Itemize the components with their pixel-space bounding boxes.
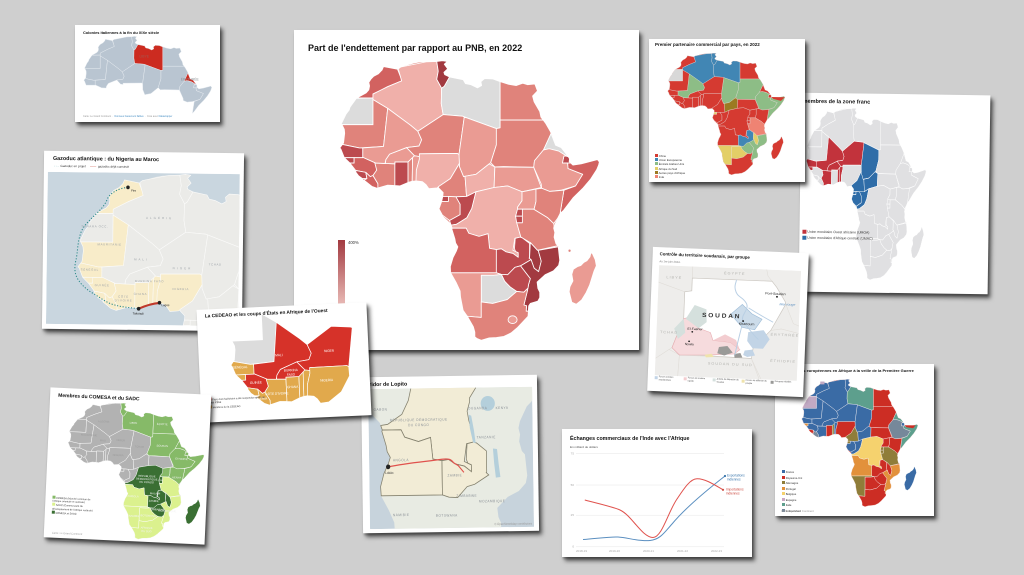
svg-text:DU SUD: DU SUD (141, 529, 152, 533)
svg-text:El-Fasher: El-Fasher (687, 327, 703, 331)
svg-text:BOTSWANA: BOTSWANA (141, 513, 157, 518)
svg-text:25: 25 (571, 513, 575, 517)
svg-text:2018-19: 2018-19 (576, 549, 587, 553)
svg-text:MOZAMBIQUE: MOZAMBIQUE (158, 508, 177, 513)
svg-text:2022-23: 2022-23 (711, 549, 722, 553)
svg-text:MALI: MALI (275, 353, 283, 357)
svg-text:TCHAD: TCHAD (209, 262, 222, 266)
svg-text:MOZAMBIQUE: MOZAMBIQUE (479, 499, 506, 504)
svg-text:TCHAD: TCHAD (135, 444, 144, 448)
svg-text:SOUDAN DU SUD: SOUDAN DU SUD (708, 362, 753, 368)
svg-text:KENYA: KENYA (496, 406, 509, 410)
svg-text:A L G É R I E: A L G É R I E (146, 215, 172, 220)
svg-text:75: 75 (571, 452, 575, 456)
svg-text:ZIMBABWE: ZIMBABWE (456, 494, 477, 499)
svg-text:GUINÉE: GUINÉE (95, 282, 110, 287)
svg-text:CÔTE D'IVOIRE: CÔTE D'IVOIRE (265, 390, 289, 396)
svg-text:MAURITANIE: MAURITANIE (98, 242, 122, 246)
svg-text:ÉGYPTE: ÉGYPTE (157, 421, 168, 426)
svg-text:2021-22: 2021-22 (677, 549, 688, 553)
svg-text:Mer rouge: Mer rouge (779, 302, 795, 306)
svg-text:ÉGYPTE: ÉGYPTE (724, 270, 746, 276)
svg-text:MALAWI: MALAWI (150, 491, 161, 495)
svg-text:NIGER: NIGER (324, 349, 335, 354)
svg-text:SÉNÉGAL: SÉNÉGAL (233, 364, 248, 370)
svg-text:2019-20: 2019-20 (609, 549, 620, 553)
svg-text:Fès: Fès (131, 189, 136, 193)
svg-text:NIGER: NIGER (116, 438, 125, 442)
svg-text:KENYA: KENYA (172, 475, 181, 479)
svg-text:DU CONGO: DU CONGO (139, 480, 154, 485)
svg-text:Khartoum: Khartoum (739, 322, 755, 326)
svg-text:MAURITANIE: MAURITANIE (81, 433, 98, 438)
svg-text:ZAMBIE: ZAMBIE (447, 473, 462, 477)
svg-text:BOTSWANA: BOTSWANA (436, 513, 458, 518)
svg-text:GHANA: GHANA (287, 385, 299, 390)
svg-text:BURKINAFASO: BURKINAFASO (284, 368, 299, 377)
svg-text:AFRIQUE: AFRIQUE (141, 526, 153, 530)
svg-text:NAMIBIE: NAMIBIE (393, 513, 410, 517)
svg-text:ÉRYTHRÉE: ÉRYTHRÉE (181, 76, 200, 81)
svg-text:ÉTHIOPIE: ÉTHIOPIE (770, 358, 796, 364)
svg-text:TANZANIE: TANZANIE (477, 435, 497, 440)
svg-text:M A L I: M A L I (134, 257, 147, 261)
svg-text:Lobito: Lobito (385, 471, 393, 475)
svg-text:ZAMBIE: ZAMBIE (149, 499, 159, 503)
svg-text:GABON: GABON (374, 407, 388, 411)
svg-text:SOUDAN: SOUDAN (702, 312, 742, 320)
svg-text:LIBYE: LIBYE (140, 54, 150, 58)
svg-text:DU CONGO: DU CONGO (408, 423, 429, 428)
svg-text:400%: 400% (348, 240, 359, 245)
svg-text:RÉPUBLIQUE DÉMOCRATIQUE: RÉPUBLIQUE DÉMOCRATIQUE (390, 416, 448, 422)
svg-text:LIBERIA: LIBERIA (255, 396, 268, 401)
svg-text:NIGERIA: NIGERIA (320, 378, 334, 383)
svg-text:SÉNÉGAL: SÉNÉGAL (81, 266, 99, 271)
svg-text:SOUDAN: SOUDAN (156, 444, 168, 448)
svg-text:NIGERIA: NIGERIA (173, 287, 190, 291)
svg-text:NIGERIA: NIGERIA (113, 453, 124, 457)
svg-text:ANGOLA: ANGOLA (128, 494, 140, 498)
svg-text:LIBYE: LIBYE (666, 275, 682, 279)
svg-text:CÔTE: CÔTE (118, 294, 129, 299)
svg-text:MALI: MALI (100, 438, 107, 442)
svg-text:BURKINA FASO: BURKINA FASO (135, 279, 164, 283)
svg-text:Takoradi: Takoradi (133, 311, 144, 315)
svg-text:OUGANDA: OUGANDA (468, 406, 488, 411)
svg-text:0: 0 (572, 545, 574, 549)
svg-text:N I G E R: N I G E R (173, 266, 191, 270)
svg-text:ALGÉRIE: ALGÉRIE (98, 418, 110, 423)
svg-text:Lagos: Lagos (161, 303, 169, 307)
svg-text:ANGOLA: ANGOLA (393, 458, 409, 462)
svg-text:DÉMOCRATIQUE: DÉMOCRATIQUE (136, 476, 158, 482)
svg-text:RÉPUBLIQUE: RÉPUBLIQUE (138, 473, 156, 479)
svg-text:ÉTHIOPIE: ÉTHIOPIE (175, 456, 188, 461)
svg-text:NAMIBIE: NAMIBIE (129, 514, 140, 518)
svg-text:LIBYE: LIBYE (130, 421, 138, 425)
svg-text:GHANA: GHANA (134, 292, 148, 296)
svg-text:Port-Soudan: Port-Soudan (765, 292, 786, 297)
svg-text:TCHAD: TCHAD (660, 330, 678, 335)
svg-text:SAHARA OCC.: SAHARA OCC. (81, 224, 108, 228)
svg-text:© OpenStreetMap contributors: © OpenStreetMap contributors (494, 521, 532, 526)
svg-text:GUINÉE: GUINÉE (250, 379, 263, 385)
svg-text:ZIMBABWE: ZIMBABWE (150, 507, 165, 512)
svg-text:2020-21: 2020-21 (643, 549, 654, 553)
svg-text:ÉRYTHRÉE: ÉRYTHRÉE (770, 332, 799, 338)
svg-text:Nyala: Nyala (685, 342, 694, 346)
svg-text:D'IVOIRE: D'IVOIRE (115, 298, 133, 302)
svg-text:50: 50 (571, 483, 575, 487)
